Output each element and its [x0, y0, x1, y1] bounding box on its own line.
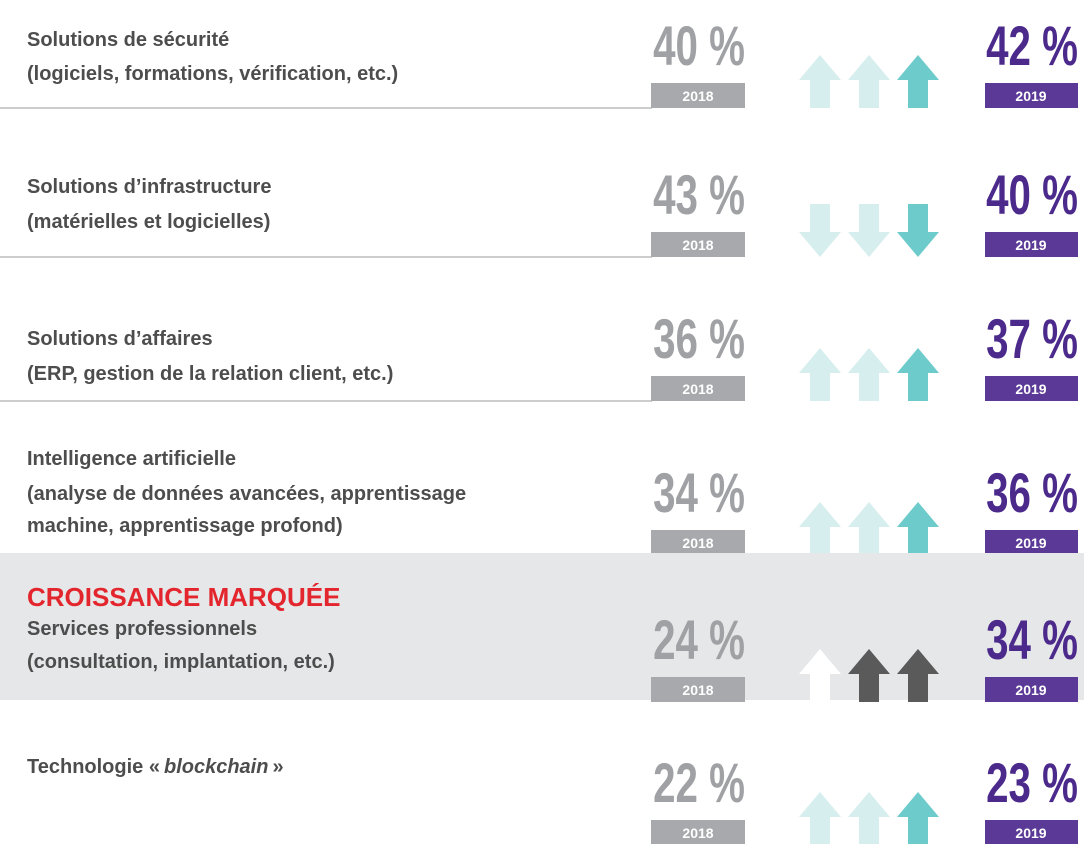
row-label: Solutions d’infrastructure	[27, 176, 271, 198]
year-2019: 2019	[1015, 237, 1046, 253]
value-2019: 40 %	[986, 165, 1078, 227]
year-2018: 2018	[682, 682, 713, 698]
year-2018: 2018	[682, 825, 713, 841]
trend-arrow	[848, 204, 890, 257]
trend-arrow	[848, 502, 890, 555]
year-2019: 2019	[1015, 682, 1046, 698]
row-label: Intelligence artificielle	[27, 448, 236, 470]
trend-arrow	[897, 792, 939, 844]
row-label: Solutions de sécurité	[27, 29, 229, 51]
row-label: (logiciels, formations, vérification, et…	[27, 63, 398, 85]
section-heading: CROISSANCE MARQUÉE	[27, 582, 340, 612]
trend-arrow	[848, 348, 890, 401]
value-2019: 34 %	[986, 610, 1078, 672]
value-2018: 40 %	[653, 16, 745, 78]
year-bar-2018	[651, 677, 745, 702]
year-bar-2018	[651, 232, 745, 257]
value-2018: 43 %	[653, 165, 745, 227]
value-2019: 42 %	[986, 16, 1078, 78]
value-group: 34 %	[653, 463, 745, 525]
year-bar-2018	[651, 83, 745, 108]
row-label: Technologie «blockchain»	[27, 756, 284, 778]
label-text: Technologie «	[27, 756, 160, 778]
trend-arrow	[897, 55, 939, 108]
row-label: (matérielles et logicielles)	[27, 211, 270, 233]
year-2019: 2019	[1015, 88, 1046, 104]
trend-arrow	[799, 792, 841, 844]
trend-arrow	[848, 55, 890, 108]
trend-arrow	[897, 502, 939, 555]
value-2018: 22 %	[653, 753, 745, 815]
year-bar-2019	[985, 530, 1078, 555]
row-label: Solutions d’affaires	[27, 328, 213, 350]
value-2019: 37 %	[986, 309, 1078, 371]
value-group: 40 %	[986, 165, 1078, 227]
row-label: Services professionnels	[27, 618, 257, 640]
trend-arrow	[799, 502, 841, 555]
year-bar-2019	[985, 677, 1078, 702]
year-2019: 2019	[1015, 535, 1046, 551]
year-2018: 2018	[682, 535, 713, 551]
row-label: (consultation, implantation, etc.)	[27, 651, 335, 673]
trend-arrow	[848, 792, 890, 844]
value-2019: 36 %	[986, 463, 1078, 525]
year-bar-2019	[985, 83, 1078, 108]
year-bar-2019	[985, 820, 1078, 844]
highlight-band	[0, 553, 1084, 700]
trend-arrow	[799, 348, 841, 401]
value-group: 34 %	[986, 610, 1078, 672]
label-text: »	[272, 756, 283, 778]
year-2019: 2019	[1015, 381, 1046, 397]
value-group: 43 %	[653, 165, 745, 227]
year-2018: 2018	[682, 88, 713, 104]
value-group: 23 %	[986, 753, 1078, 815]
value-2018: 24 %	[653, 610, 745, 672]
row-label: (analyse de données avancées, apprentiss…	[27, 483, 466, 505]
trend-arrow	[897, 204, 939, 257]
year-bar-2019	[985, 232, 1078, 257]
value-2018: 34 %	[653, 463, 745, 525]
row-label: machine, apprentissage profond)	[27, 515, 343, 537]
value-group: 40 %	[653, 16, 745, 78]
value-2018: 36 %	[653, 309, 745, 371]
value-group: 36 %	[986, 463, 1078, 525]
trend-arrow	[897, 649, 939, 702]
value-group: 22 %	[653, 753, 745, 815]
year-bar-2018	[651, 376, 745, 401]
year-2019: 2019	[1015, 825, 1046, 841]
label-italic: blockchain	[164, 756, 268, 778]
year-bar-2018	[651, 820, 745, 844]
value-2019: 23 %	[986, 753, 1078, 815]
year-bar-2019	[985, 376, 1078, 401]
value-group: 36 %	[653, 309, 745, 371]
trend-arrow	[848, 649, 890, 702]
row-label: (ERP, gestion de la relation client, etc…	[27, 363, 393, 385]
value-group: 42 %	[986, 16, 1078, 78]
year-bar-2018	[651, 530, 745, 555]
value-group: 24 %	[653, 610, 745, 672]
trend-arrow	[897, 348, 939, 401]
year-2018: 2018	[682, 237, 713, 253]
trend-arrow	[799, 204, 841, 257]
value-group: 37 %	[986, 309, 1078, 371]
trend-arrow	[799, 649, 841, 702]
trend-arrow	[799, 55, 841, 108]
year-2018: 2018	[682, 381, 713, 397]
